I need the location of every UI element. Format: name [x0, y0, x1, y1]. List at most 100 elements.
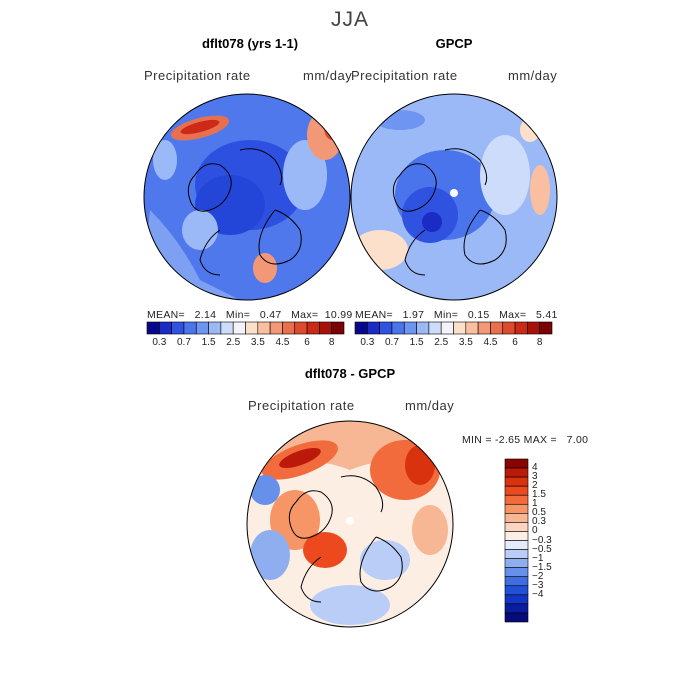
colorbar-swatch	[294, 321, 308, 335]
colorbar-swatch	[220, 321, 234, 335]
colorbar-tick-label: 8	[328, 337, 335, 348]
colorbar-swatch	[514, 321, 528, 335]
colorbar-swatch	[146, 321, 160, 335]
map-model	[144, 94, 350, 300]
colorbar-swatch	[403, 321, 417, 335]
colorbar-swatch	[490, 321, 504, 335]
colorbar-swatch	[465, 321, 479, 335]
colorbar-swatch	[257, 321, 271, 335]
stats-gpcp: MEAN= 1.97 Min= 0.15 Max= 5.41	[355, 309, 558, 321]
colorbar-tick-label: 2	[532, 480, 538, 492]
colorbar-swatch	[504, 549, 529, 559]
colorbar-swatch	[440, 321, 454, 335]
stat-max-label: Max=	[291, 309, 319, 321]
colorbar-tick-label: 1	[532, 498, 538, 510]
colorbar-swatch	[504, 558, 529, 568]
colorbar-tick-label: −1	[532, 552, 544, 564]
colorbar-tick-label: 0.3	[152, 337, 167, 348]
colorbar-swatch	[504, 585, 529, 596]
colorbar-swatch	[282, 321, 296, 335]
colorbar-swatch	[428, 321, 442, 335]
colorbar-swatch	[539, 321, 553, 335]
panel-title-gpcp: GPCP	[435, 36, 473, 51]
colorbar-swatch	[504, 540, 529, 550]
panel-model-variable: Precipitation rate	[144, 68, 251, 83]
colorbar-tick-label: 4.5	[275, 337, 290, 348]
panel-title-model: dflt078 (yrs 1-1)	[201, 36, 299, 51]
colorbar-swatch	[354, 321, 368, 335]
colorbar-swatch	[504, 531, 529, 541]
colorbar-swatch	[367, 321, 380, 335]
colorbar-swatch	[504, 467, 529, 478]
stat-min-label: Min=	[433, 309, 459, 321]
colorbar-swatch	[306, 321, 320, 335]
stat-max-label: MAX =	[523, 434, 557, 446]
colorbar-tick-label: −1.5	[532, 561, 552, 573]
colorbar-tick-label: 4.5	[483, 337, 498, 348]
stat-min-label: Min=	[225, 309, 251, 321]
colorbar-tick-label: −0.5	[532, 543, 552, 555]
colorbar-swatch	[504, 494, 529, 505]
colorbar-tick-label: −4	[532, 588, 544, 600]
colorbar-swatch	[391, 321, 405, 335]
stats-difference: MIN = -2.65 MAX = 7.00	[462, 434, 588, 446]
colorbar-tick-label: 2.5	[434, 337, 449, 348]
colorbar-swatch	[195, 321, 209, 335]
colorbar-swatch	[208, 321, 222, 335]
colorbar-swatch	[504, 522, 529, 532]
colorbar-swatch	[245, 321, 259, 335]
panel-difference-variable: Precipitation rate	[248, 398, 355, 413]
colorbar-tick-label: 3.5	[458, 337, 473, 348]
colorbar-tick-label: 0.5	[532, 507, 546, 519]
stat-mean-value: 2.14	[194, 309, 217, 321]
colorbar-difference	[504, 458, 529, 623]
colorbar-swatch	[504, 576, 529, 587]
colorbar-tick-label: 2.5	[226, 337, 241, 348]
colorbar-swatch	[331, 321, 345, 335]
colorbar-model	[146, 321, 345, 335]
colorbar-swatch	[504, 594, 529, 605]
colorbar-swatch	[504, 476, 529, 487]
panel-model-units: mm/day	[303, 68, 353, 83]
season-title: JJA	[330, 8, 369, 31]
stat-min-label: MIN =	[462, 434, 492, 446]
stats-model: MEAN= 2.14 Min= 0.47 Max= 10.99	[147, 309, 353, 321]
colorbar-tick-label: 3	[532, 471, 538, 483]
colorbar-gpcp	[354, 321, 553, 335]
colorbar-swatch	[504, 485, 529, 496]
colorbar-tick-label: −0.3	[532, 534, 552, 546]
colorbar-swatch	[379, 321, 393, 335]
colorbar-tick-label: 1.5	[201, 337, 216, 348]
colorbar-tick-label: 0.7	[384, 337, 399, 348]
colorbar-swatch	[319, 321, 332, 335]
colorbar-swatch	[232, 321, 246, 335]
colorbar-swatch	[171, 321, 185, 335]
colorbar-swatch	[183, 321, 197, 335]
colorbar-swatch	[416, 321, 430, 335]
colorbar-tick-label: 4	[532, 462, 538, 474]
map-difference	[247, 421, 453, 627]
stat-min-value: 0.15	[467, 309, 490, 321]
colorbar-tick-label: 3.5	[250, 337, 265, 348]
colorbar-swatch	[504, 603, 529, 614]
colorbar-swatch	[504, 612, 529, 623]
stat-mean-label: MEAN=	[147, 309, 185, 321]
colorbar-swatch	[159, 321, 172, 335]
colorbar-tick-label: 6	[512, 337, 518, 348]
colorbar-swatch	[504, 513, 529, 523]
colorbar-tick-label: 0.7	[176, 337, 191, 348]
map-gpcp	[351, 94, 557, 300]
colorbar-tick-label: 0	[532, 525, 538, 537]
colorbar-tick-label: 1.5	[532, 489, 546, 501]
panel-gpcp-units: mm/day	[508, 68, 558, 83]
stat-max-value: 5.41	[535, 309, 558, 321]
panel-difference-units: mm/day	[405, 398, 455, 413]
stat-max-label: Max=	[499, 309, 527, 321]
colorbar-tick-label: −2	[532, 570, 544, 582]
colorbar-swatch	[269, 321, 283, 335]
stat-mean-value: 1.97	[402, 309, 425, 321]
stat-mean-label: MEAN=	[355, 309, 393, 321]
colorbar-swatch	[527, 321, 540, 335]
panel-title-difference: dflt078 - GPCP	[304, 366, 396, 381]
